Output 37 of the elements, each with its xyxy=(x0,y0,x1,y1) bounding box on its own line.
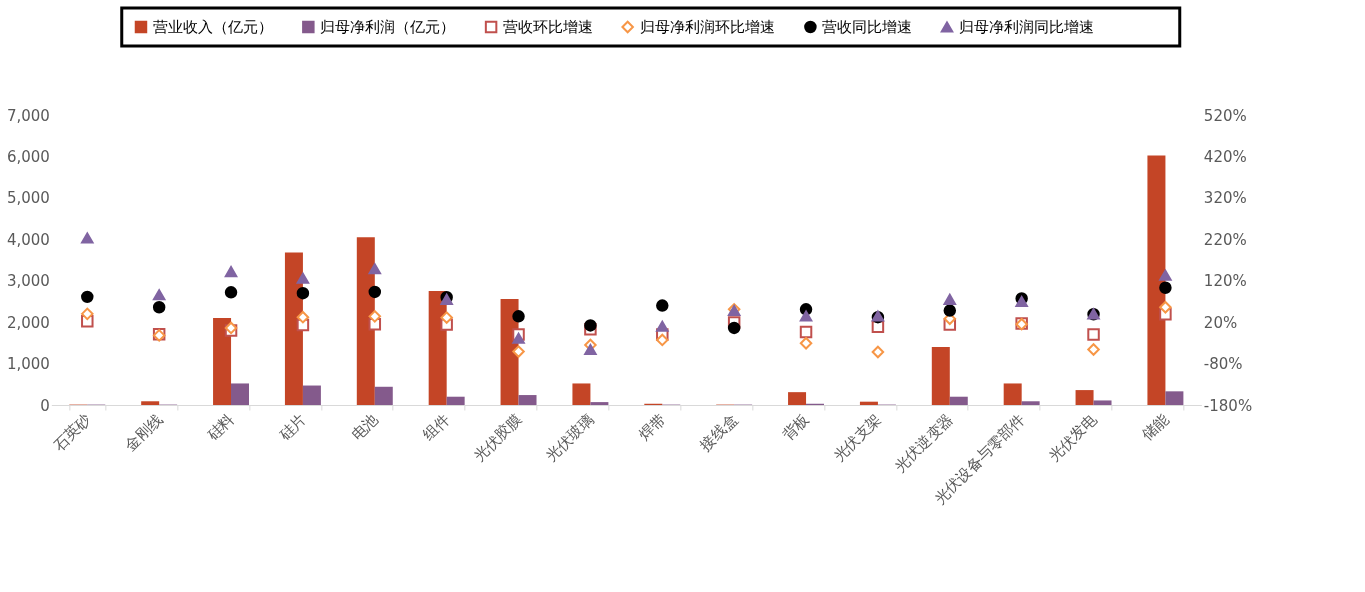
x-tick-label: 光伏胶膜 xyxy=(470,410,526,466)
x-tick-label: 组件 xyxy=(419,410,454,445)
x-tick-label: 光伏支架 xyxy=(829,410,885,466)
x-tick-label: 光伏逆变器 xyxy=(890,410,957,476)
y-tick-label: 6,000 xyxy=(6,147,50,166)
x-tick-label: 接线盒 xyxy=(696,410,742,455)
y-tick-label: 2,000 xyxy=(6,313,50,332)
legend-label: 归母净利润环比增速 xyxy=(639,18,775,36)
y2-tick-label: 520% xyxy=(1203,106,1247,125)
y2-tick-label: -80% xyxy=(1203,355,1243,374)
y-tick-label: 5,000 xyxy=(6,189,50,208)
x-tick-label: 光伏发电 xyxy=(1045,410,1101,466)
x-tick-label: 电池 xyxy=(347,410,382,445)
y-tick-label: 7,000 xyxy=(6,106,50,125)
x-tick-label: 硅料 xyxy=(203,410,238,445)
x-tick-label: 焊带 xyxy=(635,410,670,445)
y-tick-label: 3,000 xyxy=(6,272,50,291)
legend-label: 归母净利润同比增速 xyxy=(958,18,1094,36)
y-tick-label: 4,000 xyxy=(6,230,50,249)
x-tick-label: 背板 xyxy=(778,410,813,445)
legend-label: 营收同比增速 xyxy=(822,18,913,36)
y2-tick-label: 120% xyxy=(1203,272,1247,291)
y2-tick-label: 20% xyxy=(1203,313,1238,332)
legend-label: 营收环比增速 xyxy=(503,18,594,36)
x-tick-label: 储能 xyxy=(1138,410,1173,445)
x-tick-label: 硅片 xyxy=(275,410,310,445)
y-tick-label: 1,000 xyxy=(6,355,50,374)
y-tick-label: 0 xyxy=(40,396,50,415)
x-tick-label: 石英砂 xyxy=(49,410,95,455)
y2-tick-label: -180% xyxy=(1203,396,1253,415)
y2-tick-label: 320% xyxy=(1203,189,1247,208)
legend-label: 营业收入（亿元） xyxy=(152,18,273,36)
y2-tick-label: 220% xyxy=(1203,230,1247,249)
x-tick-label: 金刚线 xyxy=(121,410,167,455)
y2-tick-label: 420% xyxy=(1203,147,1247,166)
legend-label: 归母净利润（亿元） xyxy=(320,18,456,36)
x-tick-label: 光伏玻璃 xyxy=(542,410,598,466)
